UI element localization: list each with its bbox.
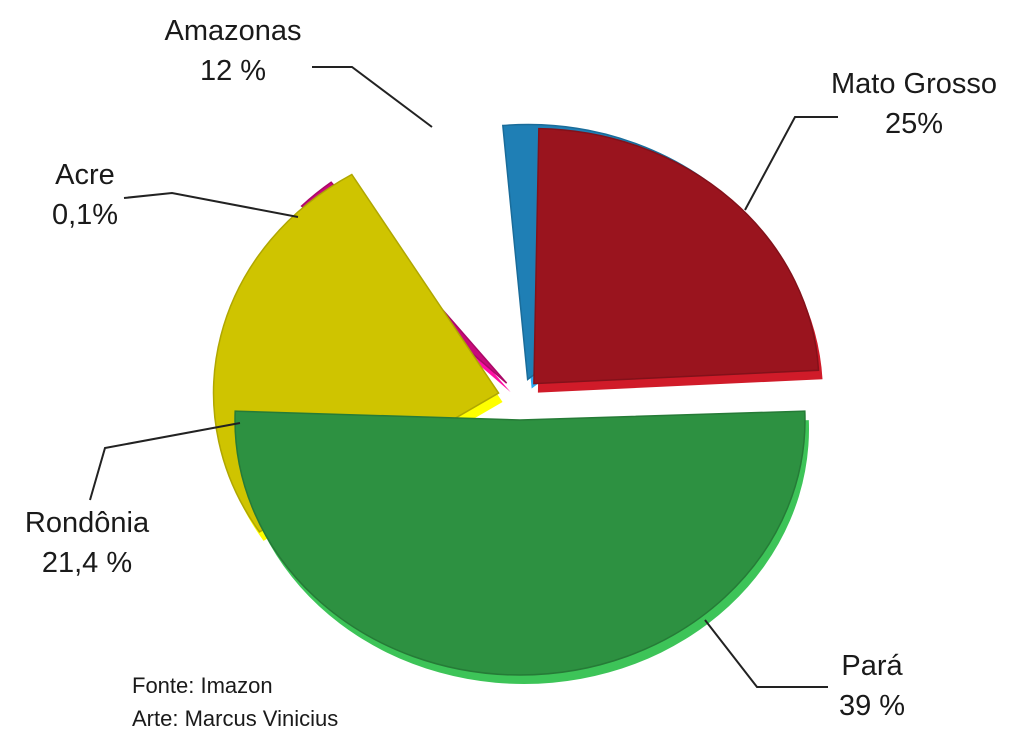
leader-line-acre [123, 191, 299, 218]
leader-line-mato-grosso [744, 116, 838, 211]
art-credit: Arte: Marcus Vinicius [132, 706, 338, 731]
slice-value-acre: 0,1% [52, 199, 118, 231]
leader-line-rondonia [89, 422, 241, 501]
slice-value-mato-grosso: 25% [885, 108, 943, 140]
slice-label-amazonas: Amazonas [164, 15, 301, 47]
slice-mato-grosso [533, 127, 820, 385]
pie-slices [212, 123, 823, 684]
slice-value-amazonas: 12 % [200, 55, 266, 87]
slice-value-para: 39 % [839, 690, 905, 722]
slice-label-para: Pará [841, 650, 903, 682]
source-credit: Fonte: Imazon [132, 673, 273, 698]
leader-line-amazonas [312, 66, 433, 128]
slice-value-rondonia: 21,4 % [42, 547, 132, 579]
leader-line-para [704, 619, 828, 688]
slice-label-acre: Acre [55, 159, 115, 191]
leader-lines [89, 66, 838, 688]
slice-para [234, 410, 806, 676]
slice-labels: Amazonas 12 % Mato Grosso 25% Pará 39 % Rondôn… [25, 15, 997, 722]
slice-label-rondonia: Rondônia [25, 507, 150, 539]
slice-label-mato-grosso: Mato Grosso [831, 68, 997, 100]
